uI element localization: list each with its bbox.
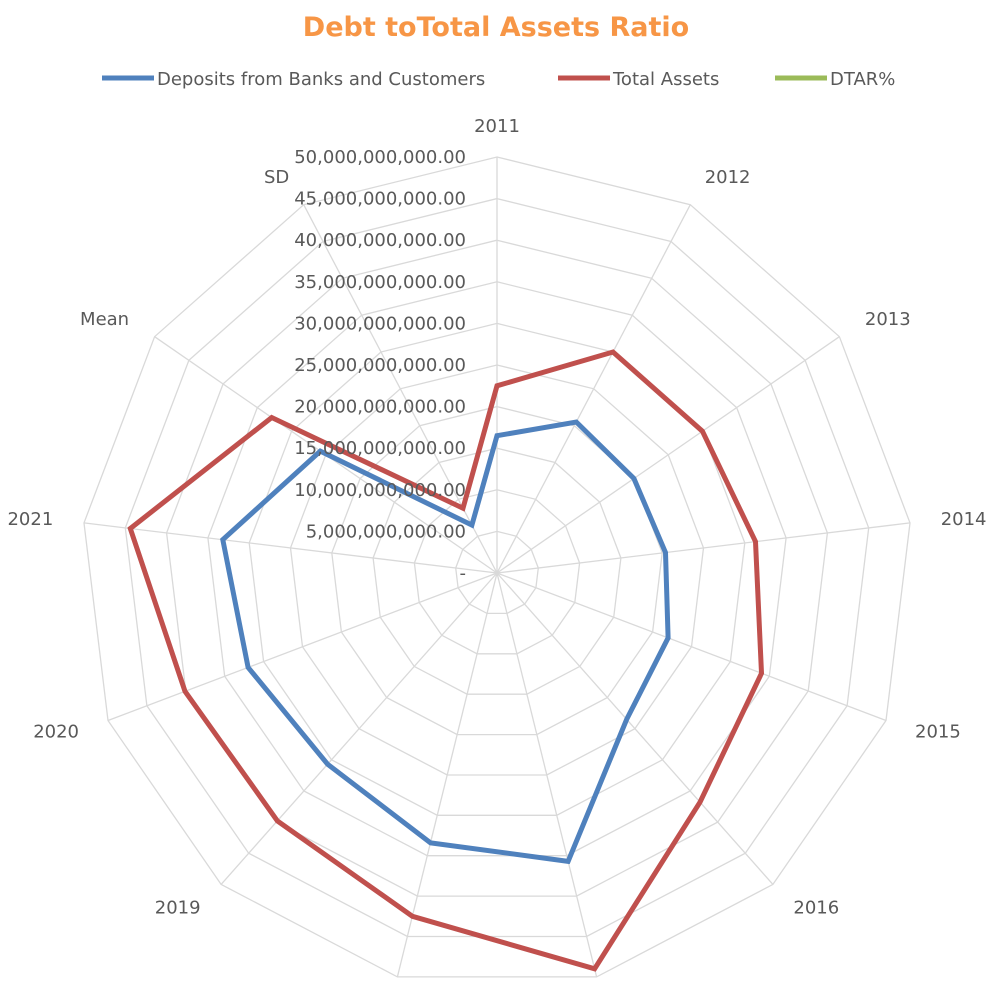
grid-ring-1 [455, 530, 539, 615]
tick-label-15-000-000-000-00: 15,000,000,000.00 [294, 438, 466, 459]
tick-label-20-000-000-000-00: 20,000,000,000.00 [294, 397, 466, 418]
spoke-2016 [496, 572, 774, 885]
tick-label-45-000-000-000-00: 45,000,000,000.00 [294, 189, 466, 210]
tick-label-40-000-000-000-00: 40,000,000,000.00 [294, 230, 466, 251]
tick-label-5-000-000-000-00: 5,000,000,000.00 [306, 521, 466, 542]
grid-ring-3 [372, 447, 622, 695]
grid-ring-8 [165, 239, 829, 897]
spoke-2019 [220, 572, 498, 885]
series-layer [127, 349, 765, 972]
category-label-2011: 2011 [474, 116, 520, 137]
series-deposits-from-banks-and-customers [220, 419, 671, 865]
spoke-sd [303, 204, 498, 574]
legend-label-total-assets: Total Assets [612, 69, 719, 90]
tick-label-35-000-000-000-00: 35,000,000,000.00 [294, 272, 466, 293]
legend: Deposits from Banks and Customers Total … [102, 69, 895, 90]
spoke-2012 [496, 204, 691, 574]
category-label-2020: 2020 [33, 722, 79, 743]
category-label-2014: 2014 [941, 509, 987, 530]
grid-ring-9 [124, 197, 870, 938]
grid-ring-5 [289, 364, 705, 776]
category-label-2019: 2019 [155, 898, 201, 919]
spoke-2017 [496, 572, 598, 978]
spoke-2013 [496, 336, 840, 574]
category-label-2013: 2013 [865, 309, 911, 330]
tick-label-25-000-000-000-00: 25,000,000,000.00 [294, 355, 466, 376]
tick-label-50-000-000-000-00: 50,000,000,000.00 [294, 147, 466, 168]
grid-ring-10 [83, 156, 911, 978]
radial-tick-labels: - 5,000,000,000.00 10,000,000,000.00 15,000… [294, 147, 466, 584]
category-labels: 2011201220132014201520162017201820192020… [7, 116, 987, 919]
category-label-sd: SD [264, 167, 289, 188]
chart-title: Debt toTotal Assets Ratio [303, 12, 689, 43]
grid-ring-7 [207, 281, 787, 857]
legend-label-deposits: Deposits from Banks and Customers [157, 69, 485, 90]
category-label-mean: Mean [80, 309, 129, 330]
tick-label-: - [460, 563, 467, 584]
legend-label-dtar: DTAR% [830, 69, 895, 90]
grid-ring-2 [413, 489, 581, 655]
spoke-2020 [107, 572, 498, 722]
category-label-2012: 2012 [705, 167, 751, 188]
tick-label-30-000-000-000-00: 30,000,000,000.00 [294, 313, 466, 334]
spoke-2018 [396, 572, 498, 978]
tick-label-10-000-000-000-00: 10,000,000,000.00 [294, 480, 466, 501]
spoke-2021 [83, 522, 498, 574]
category-label-2016: 2016 [793, 898, 839, 919]
spoke-2015 [496, 572, 887, 722]
category-label-2021: 2021 [7, 509, 53, 530]
series-total-assets [127, 349, 765, 972]
spoke-2014 [496, 522, 911, 574]
category-label-2015: 2015 [915, 722, 961, 743]
